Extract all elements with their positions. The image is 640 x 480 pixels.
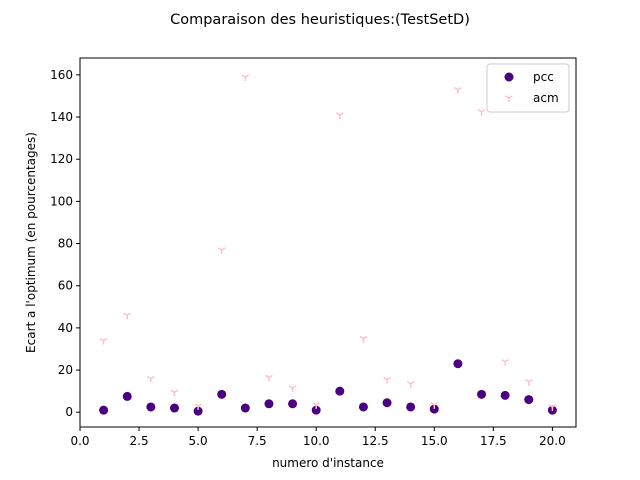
pcc-point bbox=[382, 398, 392, 408]
x-tick-label: 17.5 bbox=[480, 434, 507, 448]
acm-point bbox=[241, 74, 250, 81]
pcc-point bbox=[311, 405, 321, 415]
x-tick-label: 20.0 bbox=[539, 434, 566, 448]
y-tick-label: 0 bbox=[65, 405, 73, 419]
acm-point bbox=[265, 374, 273, 382]
plot-area bbox=[99, 74, 557, 416]
chart-title: Comparaison des heuristiques:(TestSetD) bbox=[170, 12, 470, 28]
pcc-point bbox=[264, 399, 274, 409]
legend-label-acm: acm bbox=[533, 91, 559, 105]
x-tick-label: 7.5 bbox=[248, 434, 267, 448]
acm-point bbox=[501, 358, 509, 366]
legend-marker-acm bbox=[505, 95, 513, 102]
acm-point bbox=[383, 376, 391, 384]
pcc-point bbox=[406, 402, 416, 412]
plot-frame bbox=[79, 57, 577, 428]
y-tick-label: 40 bbox=[58, 321, 73, 335]
y-tick-label: 100 bbox=[50, 194, 73, 208]
x-tick-label: 5.0 bbox=[189, 434, 208, 448]
pcc-point bbox=[122, 391, 132, 401]
acm-point bbox=[123, 312, 132, 320]
pcc-point bbox=[240, 403, 250, 413]
pcc-point bbox=[453, 359, 463, 369]
y-tick-label: 120 bbox=[50, 152, 73, 166]
legend-label-pcc: pcc bbox=[533, 70, 554, 84]
series-acm bbox=[99, 74, 557, 411]
pcc-point bbox=[99, 405, 109, 415]
acm-point bbox=[335, 112, 344, 119]
y-tick-label: 20 bbox=[58, 363, 73, 377]
pcc-point bbox=[477, 389, 487, 399]
pcc-point bbox=[193, 406, 203, 416]
acm-point bbox=[359, 335, 368, 343]
pcc-point bbox=[146, 402, 156, 412]
pcc-point bbox=[335, 386, 345, 396]
x-tick-label: 15.0 bbox=[421, 434, 448, 448]
acm-point bbox=[170, 389, 179, 397]
x-tick-label: 2.5 bbox=[130, 434, 149, 448]
acm-point bbox=[406, 381, 415, 388]
x-axis-label: numero d'instance bbox=[272, 456, 384, 470]
acm-point bbox=[454, 86, 462, 94]
pcc-point bbox=[500, 390, 510, 400]
pcc-point bbox=[429, 404, 439, 414]
acm-point bbox=[312, 402, 321, 409]
acm-point bbox=[477, 109, 486, 116]
y-tick-label: 140 bbox=[50, 110, 73, 124]
acm-point bbox=[548, 404, 557, 411]
acm-point bbox=[288, 385, 297, 392]
y-axis: 0 20 40 60 80 100 120 140 160 bbox=[50, 68, 80, 419]
x-tick-label: 0.0 bbox=[70, 434, 89, 448]
y-tick-label: 60 bbox=[58, 279, 73, 293]
pcc-point bbox=[169, 403, 179, 413]
pcc-point bbox=[524, 395, 534, 405]
series-pcc bbox=[99, 359, 557, 416]
acm-point bbox=[147, 375, 155, 383]
y-tick-label: 80 bbox=[58, 237, 73, 251]
acm-point bbox=[430, 402, 439, 409]
x-axis: 0.0 2.5 5.0 7.5 10.0 12.5 15.0 17.5 20.0 bbox=[70, 427, 566, 448]
legend: pcc acm bbox=[486, 63, 570, 113]
x-tick-label: 10.0 bbox=[303, 434, 330, 448]
x-tick-label: 12.5 bbox=[362, 434, 389, 448]
acm-point bbox=[99, 337, 108, 345]
y-tick-label: 160 bbox=[50, 68, 73, 82]
pcc-point bbox=[288, 399, 298, 409]
acm-point bbox=[524, 379, 533, 386]
acm-point bbox=[217, 247, 226, 254]
legend-marker-pcc bbox=[504, 72, 514, 82]
y-axis-label: Ecart a l'optimum (en pourcentages) bbox=[24, 132, 38, 353]
pcc-point bbox=[217, 389, 227, 399]
pcc-point bbox=[358, 402, 368, 412]
acm-point bbox=[194, 403, 202, 410]
